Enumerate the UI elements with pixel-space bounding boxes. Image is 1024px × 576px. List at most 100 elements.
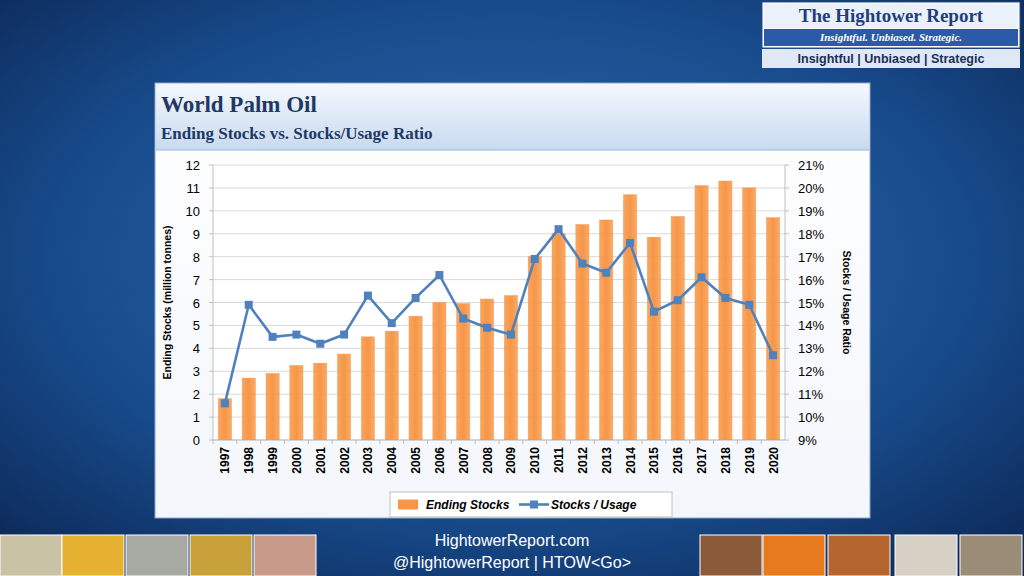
- y-axis-line: [213, 165, 214, 440]
- y2-tick-label: 19%: [798, 204, 824, 219]
- y-tick-label: 9: [193, 227, 200, 242]
- marker: [483, 324, 491, 332]
- bar: [695, 186, 708, 440]
- y-tick: [209, 348, 213, 349]
- x-tick: [308, 440, 309, 444]
- y2-tick: [785, 256, 789, 257]
- y2-tick: [785, 394, 789, 395]
- bar: [552, 234, 565, 440]
- logo-title: The Hightower Report: [799, 5, 984, 26]
- marker: [221, 399, 229, 407]
- x-tick-label: 2011: [552, 447, 566, 473]
- logo-band: [764, 4, 1018, 28]
- legend-label: Ending Stocks: [426, 498, 510, 512]
- bar: [242, 378, 255, 440]
- x-tick-label: 2019: [743, 447, 757, 474]
- x-tick: [713, 440, 714, 444]
- title-band: [156, 84, 869, 150]
- x-tick: [356, 440, 357, 444]
- bar: [290, 366, 303, 440]
- y2-tick-label: 16%: [798, 273, 824, 288]
- x-tick: [689, 440, 690, 444]
- logo-box: [762, 2, 1020, 48]
- y-tick: [209, 256, 213, 257]
- y2-tick-label: 10%: [798, 410, 824, 425]
- footer-thumb: [763, 535, 825, 576]
- footer-thumb: [254, 535, 316, 576]
- footer-thumb: [828, 535, 890, 576]
- x-tick-label: 2004: [385, 447, 399, 474]
- y-tick: [209, 394, 213, 395]
- y2-tick: [785, 233, 789, 234]
- y2-tick: [785, 371, 789, 372]
- x-tick-label: 2016: [671, 447, 685, 474]
- page-root: The Hightower Report Insightful. Unbiased…: [0, 0, 1024, 576]
- y-tick: [209, 371, 213, 372]
- x-tick: [522, 440, 523, 444]
- marker: [507, 331, 515, 339]
- y2-tick: [785, 302, 789, 303]
- y-tick-label: 0: [193, 433, 200, 448]
- x-tick-label: 2015: [647, 447, 661, 474]
- bar: [457, 304, 470, 440]
- y-tick: [209, 302, 213, 303]
- x-tick-label: 2002: [338, 447, 352, 474]
- plot-area: [213, 165, 785, 440]
- y2-tick: [785, 348, 789, 349]
- marker: [292, 331, 300, 339]
- x-tick-label: 2020: [767, 447, 781, 474]
- marker: [531, 255, 539, 263]
- legend-box: [390, 492, 672, 517]
- x-tick-label: 2008: [481, 447, 495, 474]
- bar: [767, 218, 780, 440]
- y-tick: [209, 233, 213, 234]
- x-tick-label: 2010: [528, 447, 542, 474]
- x-tick: [284, 440, 285, 444]
- x-tick: [737, 440, 738, 444]
- y2-tick: [785, 210, 789, 211]
- marker: [602, 269, 610, 277]
- y2-tick: [785, 417, 789, 418]
- marker: [650, 308, 658, 316]
- marker: [578, 260, 586, 268]
- y-tick-label: 5: [193, 318, 200, 333]
- x-tick-label: 1997: [218, 447, 232, 474]
- y2-axis-title: Stocks / Usage Ratio: [841, 251, 853, 355]
- footer-thumb: [895, 535, 957, 576]
- x-tick-label: 1999: [266, 447, 280, 474]
- marker: [698, 273, 706, 281]
- x-tick: [379, 440, 380, 444]
- y-tick: [209, 165, 213, 166]
- x-tick: [236, 440, 237, 444]
- grid-line: [213, 165, 785, 166]
- legend: Ending StocksStocks / Usage: [390, 492, 672, 517]
- x-tick-label: 2018: [719, 447, 733, 474]
- x-tick-label: 2007: [457, 447, 471, 474]
- logo-tag-band: [764, 29, 1018, 46]
- y-tick: [209, 187, 213, 188]
- logo-tagline: Insightful. Unbiased. Strategic.: [819, 31, 962, 43]
- y-tick-label: 8: [193, 250, 200, 265]
- y-tick-label: 11: [187, 181, 201, 196]
- x-tick: [403, 440, 404, 444]
- y-tick: [209, 325, 213, 326]
- x-tick: [642, 440, 643, 444]
- chart-title: World Palm Oil: [161, 92, 317, 117]
- chart-panel: [155, 83, 870, 518]
- x-tick-label: 2001: [314, 447, 328, 474]
- logo-sub-band: [762, 49, 1020, 68]
- y-tick-label: 1: [193, 410, 200, 425]
- y2-tick-label: 18%: [798, 227, 824, 242]
- bar: [409, 316, 422, 440]
- bar: [624, 195, 637, 440]
- y2-tick-label: 12%: [798, 364, 824, 379]
- bar: [385, 331, 398, 440]
- bar: [600, 220, 613, 440]
- line: [225, 229, 773, 403]
- marker: [626, 239, 634, 247]
- x-tick-label: 2000: [290, 447, 304, 474]
- x-tick: [570, 440, 571, 444]
- footer-line: HightowerReport.com: [435, 532, 590, 549]
- y2-tick-label: 15%: [798, 296, 824, 311]
- y-tick-label: 3: [193, 364, 200, 379]
